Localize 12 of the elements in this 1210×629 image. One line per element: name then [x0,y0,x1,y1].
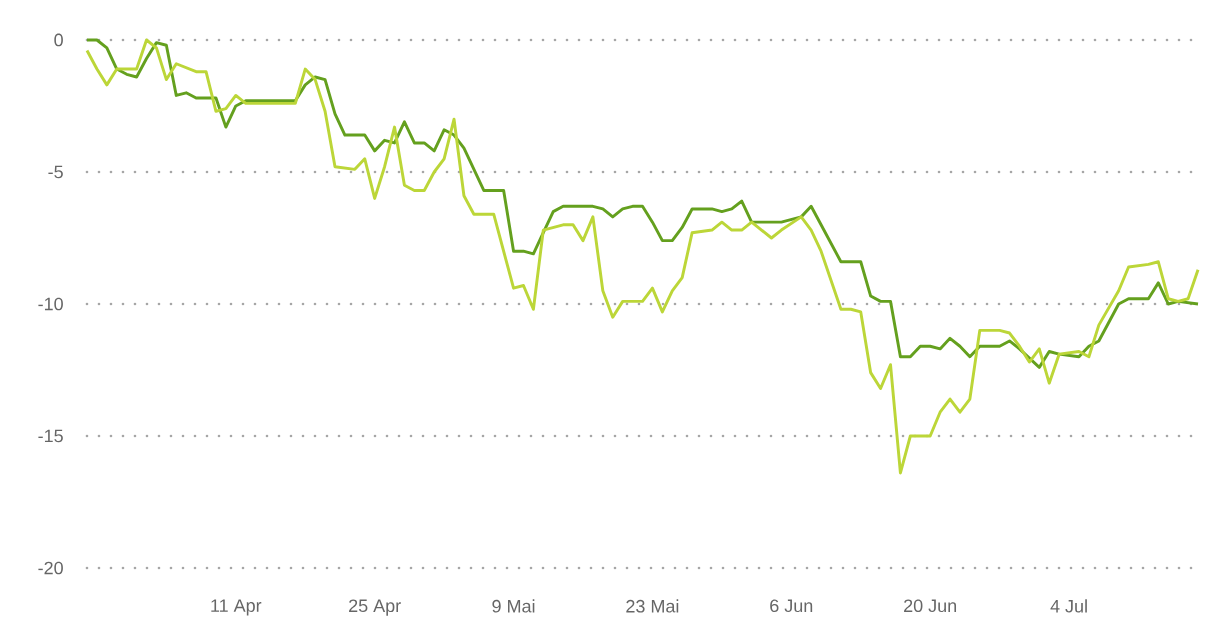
x-tick-label: 6 Jun [770,599,813,613]
y-tick-label: -15 [38,429,63,443]
x-tick-label: 9 Mai [492,599,535,613]
x-tick-label: 4 Jul [1050,599,1087,613]
y-tick-label: 0 [54,33,63,47]
x-tick-label: 11 Apr [211,599,262,616]
x-tick-label: 23 Mai [626,599,679,613]
x-tick-label: 25 Apr [349,599,401,616]
y-tick-label: -10 [38,297,63,311]
x-tick-label: 20 Jun [904,599,957,613]
y-tick-label: -5 [48,165,63,179]
y-tick-label: -20 [38,561,63,575]
